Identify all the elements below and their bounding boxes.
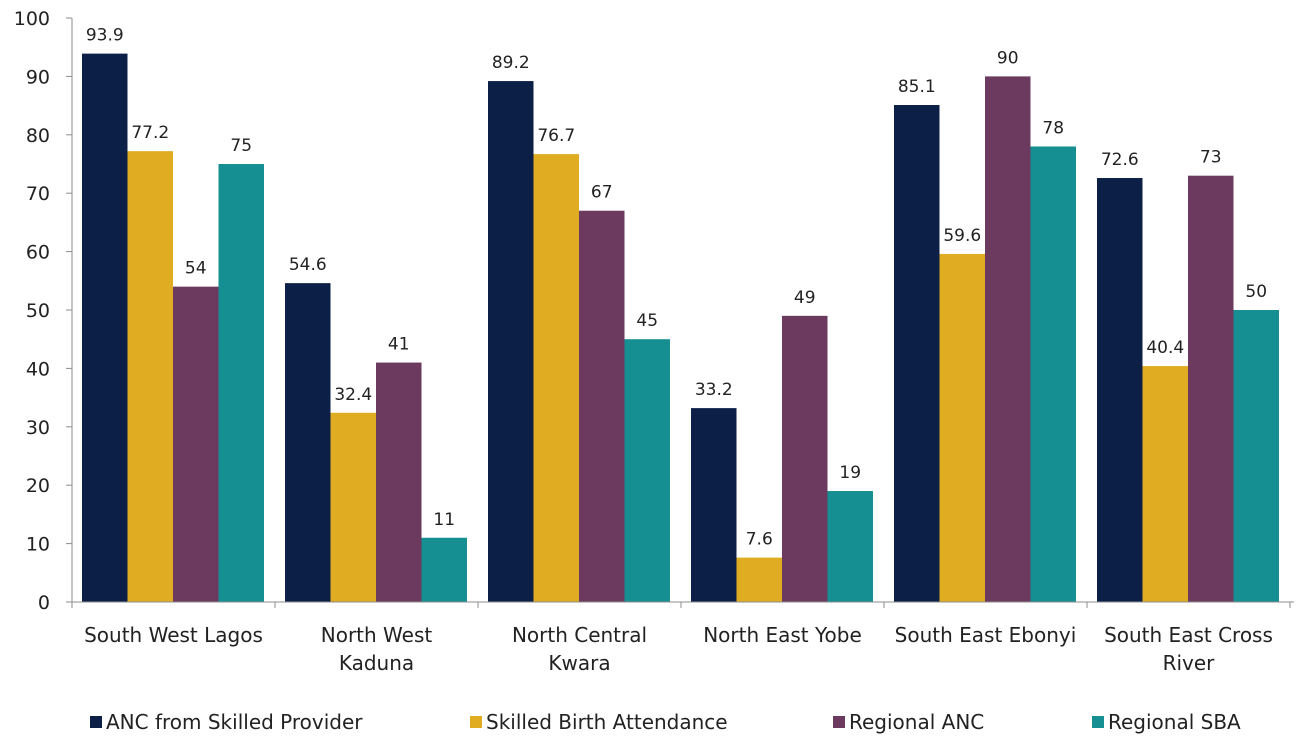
bar [985,76,1031,602]
bar [218,164,264,602]
bar [736,557,782,602]
legend-swatch [90,716,102,728]
data-label: 89.2 [492,53,530,73]
y-tick-label: 50 [26,300,50,322]
bar [82,53,128,602]
y-tick-label: 10 [26,534,50,556]
data-label: 67 [591,183,613,203]
bar [1097,178,1143,603]
y-tick-label: 90 [26,66,50,88]
data-label: 59.6 [943,226,981,246]
data-label: 77.2 [131,123,169,143]
bar [579,210,625,602]
data-label: 75 [230,136,252,156]
data-label: 73 [1200,148,1222,168]
legend-label: Regional ANC [849,710,984,734]
y-tick-label: 40 [26,358,50,380]
bar [330,412,376,602]
data-label: 40.4 [1146,338,1184,358]
data-label: 32.4 [334,385,372,405]
category-label: North East Yobe [703,623,862,647]
y-tick-label: 80 [26,125,50,147]
data-label: 90 [997,48,1019,68]
bar [1233,310,1279,602]
category-label: South East Cross River [1104,623,1273,675]
legend-label: Regional SBA [1108,710,1241,734]
data-label: 7.6 [746,530,773,550]
bar [624,339,670,602]
bar [173,286,219,602]
category-label: South East Ebonyi [895,623,1077,647]
bar [1030,146,1076,603]
legend-swatch [1092,716,1104,728]
data-label: 54 [185,259,207,279]
legend-swatch [470,716,482,728]
category-label: North West Kaduna [321,623,433,675]
bar [533,154,579,602]
bars [82,53,1279,603]
data-label: 45 [636,311,658,331]
data-label: 72.6 [1101,150,1139,170]
bar [376,362,422,602]
data-label: 93.9 [86,26,124,46]
data-label: 19 [839,463,861,483]
bar [488,81,534,602]
legend: ANC from Skilled Provider Skilled Birth A… [90,710,1241,734]
bar [894,105,940,603]
legend-swatch [833,716,845,728]
category-label: South West Lagos [84,623,263,647]
bar [1142,366,1188,602]
y-tick-label: 20 [26,475,50,497]
y-tick-label: 30 [26,417,50,439]
y-axis: 0 10 20 30 40 50 60 70 80 90 100 [14,8,73,614]
category-label: North Central Kwara [512,623,647,675]
bar [421,537,467,602]
bar [285,283,331,602]
data-label: 41 [388,335,410,355]
legend-label: ANC from Skilled Provider [106,710,363,734]
data-label: 76.7 [537,126,575,146]
data-label: 49 [794,288,816,308]
x-axis: South West Lagos North West Kaduna North Ce… [71,601,1294,675]
bar [782,315,828,602]
y-tick-label: 0 [38,592,50,614]
data-label: 85.1 [898,77,936,97]
bar [939,253,985,602]
data-label: 11 [433,510,455,530]
data-label: 54.6 [289,255,327,275]
y-tick-label: 70 [26,183,50,205]
legend-label: Skilled Birth Attendance [486,710,728,734]
bar [691,408,737,602]
data-labels: 93.9 54.6 89.2 33.2 85.1 72.6 77.2 32.4 76.7 7.6 5… [86,26,1267,550]
bar [1188,175,1234,602]
data-label: 50 [1245,282,1267,302]
y-tick-label: 100 [14,8,50,30]
data-label: 33.2 [695,380,733,400]
y-tick-label: 60 [26,242,50,264]
data-label: 78 [1042,118,1064,138]
bar [827,491,873,602]
bar [127,151,173,603]
